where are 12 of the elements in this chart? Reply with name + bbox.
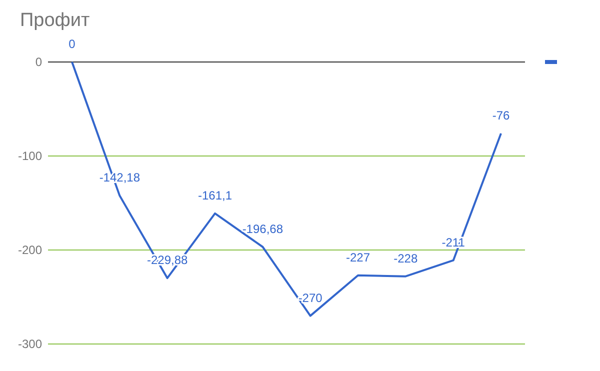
data-label: -270	[298, 290, 323, 305]
y-tick-label: -100	[18, 149, 42, 163]
data-label: -228	[394, 251, 418, 266]
data-label: 0	[68, 37, 76, 51]
data-label: -76	[492, 108, 510, 122]
data-label: -161,1	[198, 188, 232, 202]
y-tick-label: -300	[18, 337, 42, 351]
chart-title: Профит	[20, 10, 90, 31]
data-label: -227	[346, 250, 370, 264]
y-tick-label: 0	[35, 55, 42, 69]
y-tick-label: -200	[18, 243, 42, 257]
data-label: -196,68	[242, 222, 284, 236]
